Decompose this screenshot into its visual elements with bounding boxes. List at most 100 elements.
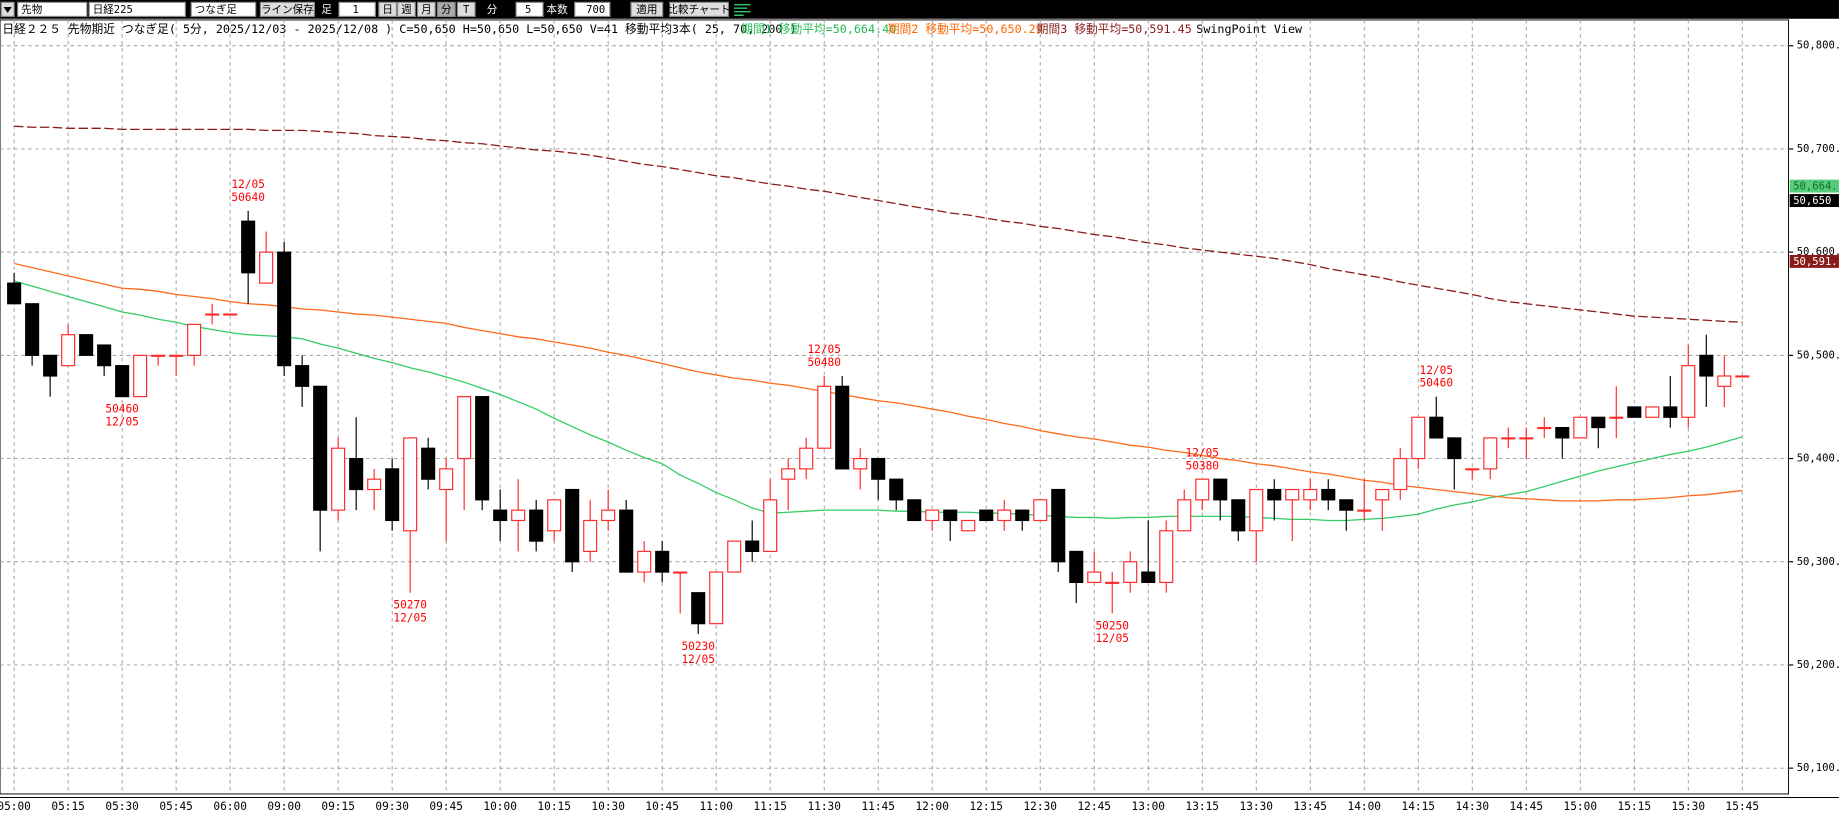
price-tag-label: 50,664. — [1793, 181, 1837, 193]
chart-kind-select[interactable] — [190, 1, 257, 18]
candle-body — [277, 251, 292, 367]
bar-input[interactable] — [338, 1, 376, 18]
swing-date: 12/05 — [105, 415, 138, 428]
bar-value: 1 — [353, 4, 359, 16]
candle-body — [1717, 375, 1732, 387]
candle-body — [1681, 365, 1696, 418]
swing-price: 50250 — [1095, 619, 1129, 632]
candle-body — [223, 313, 238, 316]
plot: 50,100. 50,200. 50,300. 50,400. 50,500. 50,60… — [0, 19, 1839, 813]
candle-body — [511, 509, 526, 522]
candle-body — [1501, 437, 1516, 440]
save-line-text: ライン保存 — [261, 3, 314, 16]
save-line-button[interactable] — [259, 1, 315, 18]
x-tick-label: 11:30 — [807, 800, 841, 813]
x-tick-label: 14:30 — [1456, 800, 1490, 813]
candle-body — [1105, 581, 1120, 584]
x-tick-label: 13:30 — [1240, 800, 1274, 813]
candle-body — [763, 499, 778, 553]
candle-body — [925, 509, 940, 522]
candle-body — [637, 550, 652, 573]
interval-input[interactable] — [515, 1, 544, 18]
header-title: 日経２２５ 先物期近 つなぎ足( 5分, 2025/12/03 - 2025/1… — [2, 22, 796, 36]
candle-body — [817, 385, 832, 449]
candle-body — [97, 344, 112, 367]
x-tick-label: 09:45 — [429, 800, 463, 813]
swing-date: 12/05 — [1095, 632, 1129, 645]
x-tick-label: 11:15 — [753, 800, 787, 813]
x-tick-label: 15:30 — [1672, 800, 1706, 813]
candle-body — [1555, 427, 1570, 439]
candle-body — [745, 540, 760, 553]
ma-label: 期間2 移動平均=50,650.29 — [888, 22, 1043, 36]
candle-body — [259, 251, 274, 284]
candle-body — [295, 365, 310, 387]
period-button[interactable] — [416, 1, 436, 18]
x-tick-label: 13:45 — [1294, 800, 1328, 813]
candle-body — [799, 447, 814, 470]
candle-body — [1699, 354, 1714, 377]
compare-button[interactable] — [669, 1, 729, 18]
candle-body — [1357, 509, 1372, 512]
candle-body — [1285, 488, 1300, 501]
candle-body — [61, 334, 76, 367]
period-button[interactable] — [397, 1, 416, 18]
candle-body — [1249, 488, 1264, 532]
candle-body — [25, 303, 40, 356]
swing-price: 50230 — [681, 640, 715, 653]
apply-button[interactable] — [630, 1, 664, 18]
candle-body — [979, 509, 994, 522]
swing-date: 12/05 — [1186, 446, 1220, 459]
swing-price: 50460 — [1420, 377, 1454, 390]
x-tick-label: 11:45 — [861, 800, 895, 813]
period-button[interactable] — [436, 1, 456, 18]
price-tag — [1789, 179, 1839, 193]
candle-body — [619, 509, 634, 573]
symbol-select[interactable] — [88, 1, 186, 18]
candle-body — [421, 447, 436, 480]
candle-body — [43, 354, 58, 377]
swing-price: 50640 — [231, 191, 264, 204]
compare-text: 比較チャート — [667, 3, 730, 16]
x-tick-label: 14:00 — [1348, 800, 1381, 813]
candle-body — [169, 354, 184, 357]
x-tick-label: 05:15 — [51, 800, 85, 813]
candle-body — [1465, 468, 1480, 471]
candle-body — [133, 354, 148, 398]
candle-body — [1537, 427, 1552, 430]
candle-body — [313, 385, 328, 511]
period-button[interactable] — [378, 1, 398, 18]
x-tick-label: 12:30 — [1023, 800, 1057, 813]
x-tick-label: 12:45 — [1077, 800, 1111, 813]
candle-body — [1375, 488, 1390, 501]
period-text: 日 — [382, 4, 393, 16]
instrument-select[interactable] — [17, 1, 88, 18]
period-button[interactable] — [456, 1, 476, 18]
x-tick-label: 10:30 — [591, 800, 625, 813]
candle-body — [1393, 457, 1408, 491]
swing-date: 12/05 — [681, 653, 715, 666]
candle-body — [1411, 416, 1426, 460]
candle-body — [205, 313, 220, 316]
indicator-icon[interactable] — [734, 3, 751, 16]
candle-body — [1645, 406, 1660, 418]
y-tick-label: 50,800. — [1797, 40, 1839, 52]
unit-label: 分 — [487, 4, 498, 16]
count-label: 本数 — [547, 3, 569, 16]
x-tick-label: 10:00 — [483, 800, 516, 813]
candle-body — [655, 550, 670, 573]
candle-body — [1231, 499, 1246, 532]
symbol-text: 日経225 — [93, 3, 133, 16]
swing-price: 50460 — [105, 403, 138, 416]
candle-body — [709, 571, 724, 625]
candle-body — [1483, 437, 1498, 470]
candle-body — [907, 499, 922, 522]
candle-body — [1321, 488, 1336, 501]
x-tick-label: 10:15 — [537, 800, 571, 813]
candle-body — [565, 488, 580, 563]
candle-body — [1573, 416, 1588, 439]
instrument-text: 先物 — [21, 3, 43, 16]
count-input[interactable] — [574, 1, 611, 18]
